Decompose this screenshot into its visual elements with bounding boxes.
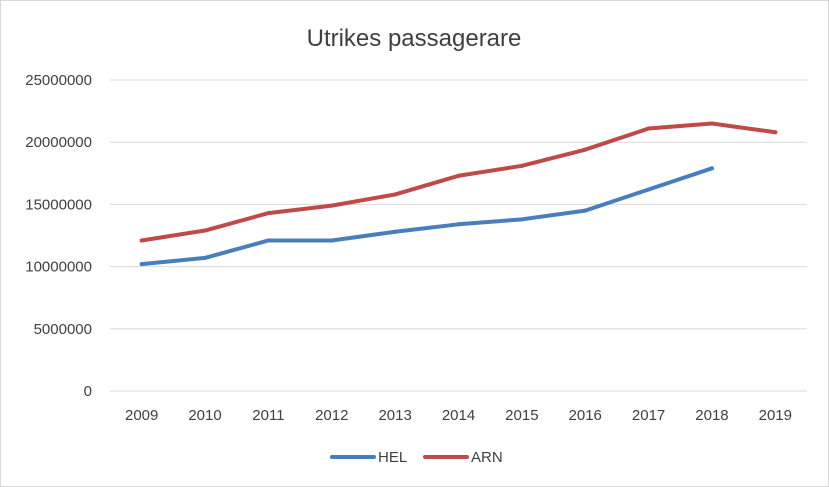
- legend: HEL ARN: [330, 449, 503, 466]
- x-tick-label: 2015: [505, 407, 538, 424]
- legend-label-hel: HEL: [378, 449, 407, 466]
- data-point-hel: [266, 238, 271, 243]
- x-axis-ticks: 2009 2010 2011 2012 2013 2014 2015 2016 2017 2018…: [125, 407, 792, 424]
- data-point-hel: [139, 262, 144, 267]
- data-point-hel: [203, 255, 208, 260]
- data-point-hel: [393, 229, 398, 234]
- data-point-hel: [709, 166, 714, 171]
- data-point-arn: [456, 173, 461, 178]
- x-tick-label: 2017: [632, 407, 665, 424]
- chart-title: Utrikes passagerare: [307, 25, 522, 52]
- data-point-hel: [519, 217, 524, 222]
- data-point-arn: [139, 238, 144, 243]
- data-point-arn: [583, 147, 588, 152]
- series-line-hel: [139, 166, 714, 267]
- x-tick-label: 2009: [125, 407, 158, 424]
- y-tick-label: 10000000: [25, 259, 92, 276]
- y-tick-label: 20000000: [25, 134, 92, 151]
- x-tick-label: 2011: [252, 407, 284, 424]
- x-tick-label: 2016: [569, 407, 602, 424]
- y-tick-label: 5000000: [34, 321, 92, 338]
- x-tick-label: 2012: [315, 407, 348, 424]
- data-point-arn: [519, 163, 524, 168]
- data-point-arn: [266, 211, 271, 216]
- y-tick-label: 0: [84, 383, 92, 400]
- x-tick-label: 2018: [695, 407, 728, 424]
- legend-label-arn: ARN: [471, 449, 503, 466]
- data-point-arn: [709, 121, 714, 126]
- data-point-arn: [773, 130, 778, 135]
- x-tick-label: 2014: [442, 407, 475, 424]
- data-point-hel: [583, 208, 588, 213]
- gridlines: [110, 79, 807, 392]
- series-lines: [139, 121, 778, 267]
- y-axis-ticks: 0 5000000 10000000 15000000 20000000 25000000: [25, 72, 92, 400]
- x-tick-label: 2019: [759, 407, 792, 424]
- data-point-hel: [456, 222, 461, 227]
- data-point-hel: [646, 187, 651, 192]
- data-point-arn: [329, 203, 334, 208]
- y-tick-label: 25000000: [25, 72, 92, 89]
- data-point-arn: [646, 126, 651, 131]
- y-tick-label: 15000000: [25, 196, 92, 213]
- data-point-arn: [203, 228, 208, 233]
- data-point-arn: [393, 192, 398, 197]
- x-tick-label: 2013: [378, 407, 411, 424]
- x-tick-label: 2010: [188, 407, 221, 424]
- data-point-hel: [329, 238, 334, 243]
